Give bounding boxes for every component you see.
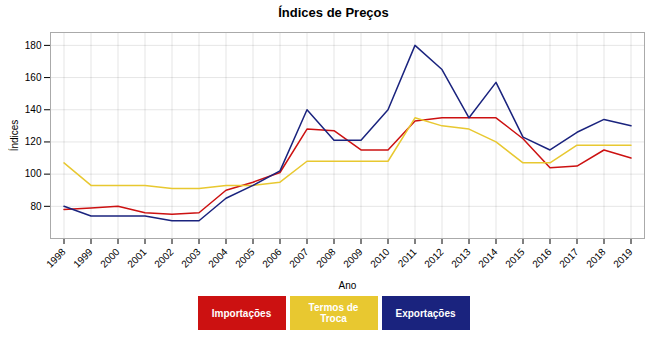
svg-text:2015: 2015: [503, 246, 527, 270]
svg-text:160: 160: [25, 72, 42, 83]
svg-text:2001: 2001: [125, 246, 149, 270]
svg-text:2019: 2019: [611, 246, 635, 270]
svg-text:1998: 1998: [44, 246, 68, 270]
svg-text:2009: 2009: [341, 246, 365, 270]
svg-text:100: 100: [25, 168, 42, 179]
svg-text:2005: 2005: [233, 246, 257, 270]
svg-text:2012: 2012: [422, 246, 446, 270]
svg-text:2003: 2003: [179, 246, 203, 270]
svg-text:2007: 2007: [287, 246, 311, 270]
svg-text:120: 120: [25, 136, 42, 147]
html-text:Exportações: Exportações: [395, 307, 456, 319]
svg-text:2017: 2017: [557, 246, 581, 270]
svg-text:2002: 2002: [152, 246, 176, 270]
svg-text:2004: 2004: [206, 246, 230, 270]
svg-text:2018: 2018: [584, 246, 608, 270]
svg-text:2013: 2013: [449, 246, 473, 270]
svg-text:1999: 1999: [71, 246, 95, 270]
html-text:Índices de Preços: Índices de Preços: [278, 5, 389, 20]
svg-text:80: 80: [30, 201, 42, 212]
svg-text:2010: 2010: [368, 246, 392, 270]
svg-text:2014: 2014: [476, 246, 500, 270]
svg-text:Índices: Índices: [8, 120, 20, 152]
svg-text:140: 140: [25, 104, 42, 115]
html-text:Termos de Troca: Termos de Troca: [308, 302, 359, 324]
svg-text:2008: 2008: [314, 246, 338, 270]
svg-text:2011: 2011: [396, 246, 419, 269]
svg-text:2016: 2016: [530, 246, 554, 270]
svg-text:2000: 2000: [98, 246, 122, 270]
svg-text:Ano: Ano: [339, 280, 357, 291]
svg-text:2006: 2006: [260, 246, 284, 270]
html-text:Importações: Importações: [211, 307, 272, 319]
svg-text:180: 180: [25, 40, 42, 51]
